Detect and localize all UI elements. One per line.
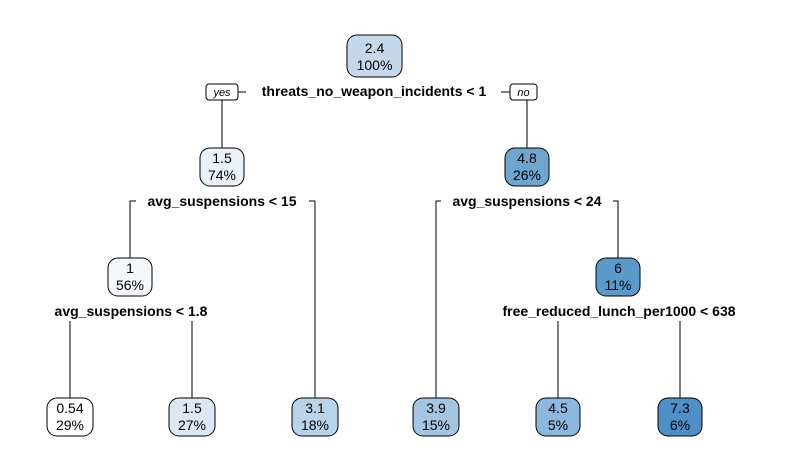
tree-leaf-n7-percent: 18%: [301, 417, 329, 433]
tree-leaf-n6-percent: 27%: [178, 417, 206, 433]
edge-s1: [129, 200, 316, 398]
tree-leaf-n8-value: 3.9: [426, 400, 446, 416]
tree-node-root-percent: 100%: [357, 57, 393, 73]
tree-leaf-n5-percent: 29%: [56, 417, 84, 433]
edge-s4: [557, 321, 681, 398]
tree-node-root: 2.4 100%: [346, 34, 403, 78]
tree-leaf-n7: 3.1 18%: [291, 397, 339, 437]
tree-leaf-n6-value: 1.5: [182, 400, 202, 416]
split-label-right-right: free_reduced_lunch_per1000 < 638: [502, 303, 735, 319]
tree-leaf-n10-value: 7.3: [670, 400, 690, 416]
tree-node-n4: 6 11%: [595, 257, 641, 297]
tree-leaf-n6: 1.5 27%: [168, 397, 216, 437]
tree-leaf-n6-box: [168, 397, 216, 437]
tree-leaf-n10: 7.3 6%: [657, 397, 703, 437]
tree-leaf-n9-value: 4.5: [548, 400, 568, 416]
tree-node-n4-box: [595, 257, 641, 297]
tree-node-n3-box: [107, 257, 153, 297]
tree-leaf-n5-value: 0.54: [56, 400, 83, 416]
tree-leaf-n10-percent: 6%: [670, 417, 690, 433]
tree-leaf-n9-percent: 5%: [548, 417, 568, 433]
split-label-root: threats_no_weapon_incidents < 1: [262, 83, 487, 99]
tree-node-root-value: 2.4: [365, 40, 385, 56]
tree-leaf-n7-value: 3.1: [305, 400, 325, 416]
tree-leaf-n9-box: [535, 397, 581, 437]
tree-node-n1: 1.5 74%: [199, 147, 245, 187]
tree-node-n3-value: 1: [126, 260, 134, 276]
tree-node-root-box: [346, 34, 403, 78]
tree-leaf-n8: 3.9 15%: [412, 397, 460, 437]
tree-node-n3: 1 56%: [107, 257, 153, 297]
split-label-right: avg_suspensions < 24: [452, 193, 601, 209]
tree-leaf-n8-percent: 15%: [422, 417, 450, 433]
tree-node-n4-value: 6: [614, 260, 622, 276]
no-tag-label: no: [517, 87, 529, 99]
tree-nodes: 2.4 100% 1.5 74% 4.8 26% 1 56% 6 11% 0.5…: [46, 34, 703, 437]
tree-node-n1-value: 1.5: [212, 150, 232, 166]
tree-leaf-n7-box: [291, 397, 339, 437]
tree-edges: [69, 89, 681, 398]
tree-leaf-n8-box: [412, 397, 460, 437]
tree-node-n2: 4.8 26%: [504, 147, 550, 187]
tree-leaf-n10-box: [657, 397, 703, 437]
yes-tag: yes: [205, 83, 239, 101]
edge-s2: [435, 200, 619, 398]
tree-leaf-n9: 4.5 5%: [535, 397, 581, 437]
tree-node-n2-box: [504, 147, 550, 187]
split-label-left: avg_suspensions < 15: [147, 193, 296, 209]
edge-s3: [69, 321, 193, 398]
tree-node-n3-percent: 56%: [116, 277, 144, 293]
tree-node-n1-percent: 74%: [208, 167, 236, 183]
split-label-left-left: avg_suspensions < 1.8: [55, 303, 208, 319]
no-tag: no: [509, 83, 538, 101]
tree-leaf-n5-box: [46, 397, 94, 437]
yes-tag-label: yes: [212, 87, 231, 99]
tree-node-n2-value: 4.8: [517, 150, 537, 166]
tree-node-n2-percent: 26%: [513, 167, 541, 183]
tree-node-n4-percent: 11%: [605, 277, 632, 293]
tree-node-n1-box: [199, 147, 245, 187]
tree-leaf-n5: 0.54 29%: [46, 397, 94, 437]
